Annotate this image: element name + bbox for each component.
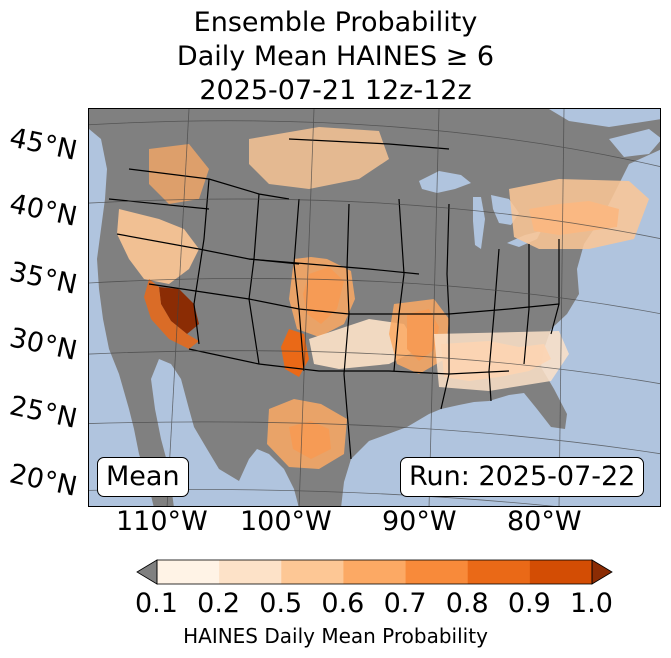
- title-line-1: Ensemble Probability: [193, 7, 478, 38]
- gulf-of-st-lawrence: [609, 129, 660, 157]
- colorbar-bin-2: [281, 560, 344, 584]
- lon-label-80: 80°W: [507, 506, 582, 537]
- lake-michigan: [473, 197, 485, 249]
- lon-label-110: 110°W: [116, 506, 208, 537]
- lat-label-40: 40°N: [6, 188, 80, 233]
- state-boundaries: [108, 138, 560, 460]
- lat-label-20: 20°N: [6, 458, 80, 503]
- lat-label-45: 45°N: [6, 122, 80, 167]
- colorbar-tick-label: 0.7: [383, 588, 427, 619]
- colorbar-tick-label: 0.6: [321, 588, 365, 619]
- field-northwest: [149, 144, 209, 204]
- lat-label-30: 30°N: [6, 322, 80, 367]
- colorbar-over-arrow: [591, 559, 613, 585]
- colorbar: [136, 559, 613, 585]
- colorbar-segments: [157, 560, 593, 584]
- colorbar-tick-label: 0.2: [197, 588, 241, 619]
- colorbar-bin-0: [157, 560, 220, 584]
- title-line-2: Daily Mean HAINES ≥ 6: [176, 41, 495, 72]
- field-southwest-high: [159, 287, 199, 334]
- graticule: [89, 109, 660, 506]
- colorbar-tick-label: 0.5: [259, 588, 303, 619]
- lon-label-90: 90°W: [382, 506, 457, 537]
- colorbar-tick-label: 0.9: [507, 588, 551, 619]
- field-great-lakes-light: [509, 179, 649, 249]
- colorbar-bin-3: [343, 560, 407, 584]
- colorbar-tick-label: 0.8: [445, 588, 489, 619]
- colorbar-bin-5: [467, 560, 531, 584]
- colorbar-outline: [156, 559, 593, 585]
- lake-superior: [419, 171, 471, 193]
- field-south-texas-ring: [267, 399, 347, 469]
- map-frame: [88, 108, 661, 507]
- colorbar-bin-1: [219, 560, 282, 584]
- colorbar-tick-label: 0.1: [135, 588, 178, 619]
- hudson-bay-corner: [549, 109, 660, 127]
- field-colorado-ring: [289, 257, 355, 337]
- colorbar-under-arrow: [136, 559, 158, 585]
- lat-label-25: 25°N: [6, 390, 80, 435]
- field-west-light: [117, 209, 199, 284]
- map: [89, 109, 660, 506]
- colorbar-tick-label: 1.0: [570, 588, 613, 619]
- colorbar-bin-4: [405, 560, 469, 584]
- run-label-box: Run: 2025-07-22: [400, 457, 645, 497]
- mean-label-box: Mean: [97, 457, 189, 497]
- field-southwest-ring: [144, 279, 199, 349]
- lat-label-35: 35°N: [6, 256, 80, 301]
- colorbar-bin-6: [529, 560, 593, 584]
- lon-label-100: 100°W: [240, 506, 332, 537]
- colorbar-label: HAINES Daily Mean Probability: [183, 624, 488, 648]
- field-southeast-light: [434, 331, 569, 391]
- title-line-3: 2025-07-21 12z-12z: [199, 75, 472, 106]
